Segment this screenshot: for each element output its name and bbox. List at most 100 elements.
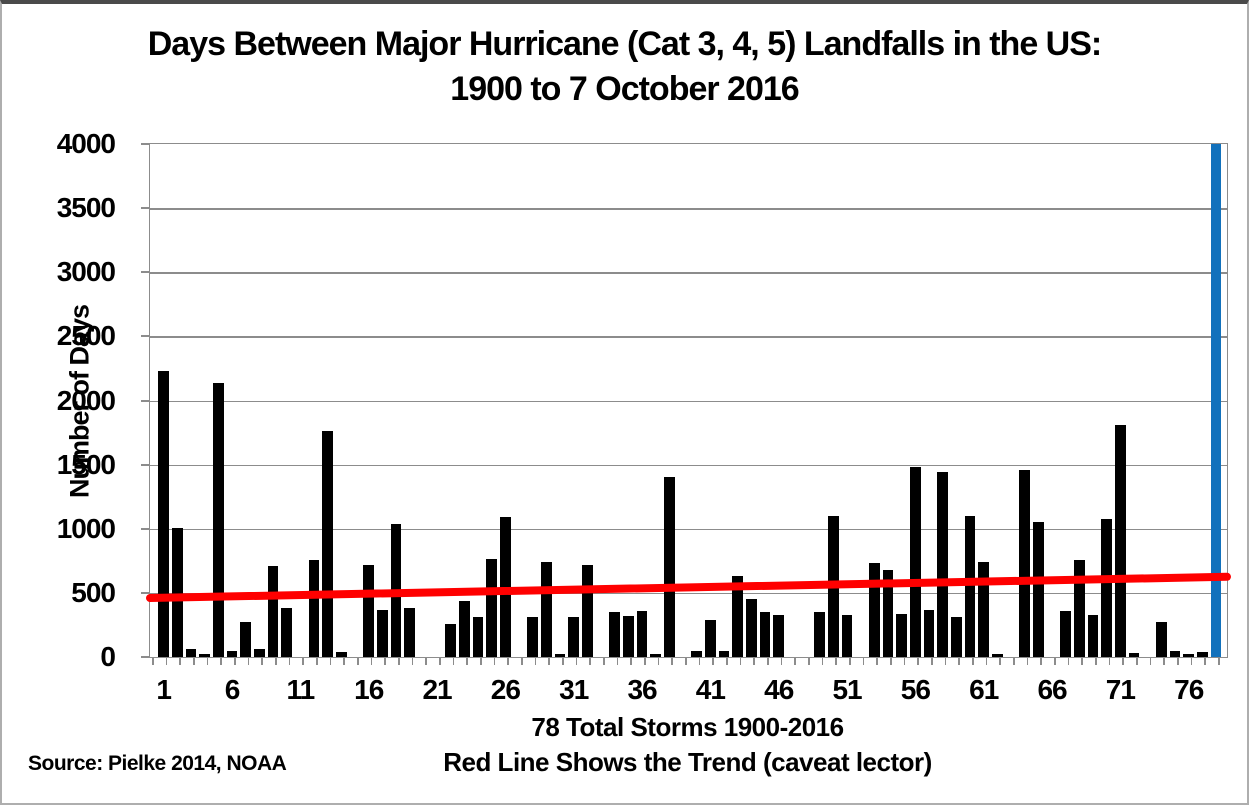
x-tick-label: 56 [900,674,931,705]
x-axis-tick [589,657,591,665]
bar-storm-19 [404,608,415,657]
bar-storm-10 [281,608,292,657]
x-axis-tick [712,657,714,665]
bar-storm-72 [1128,653,1140,657]
chart-title: Days Between Major Hurricane (Cat 3, 4, … [2,22,1247,112]
x-axis-tick [343,657,345,665]
bar-storm-64 [1019,470,1030,657]
bar-storm-22 [445,624,456,657]
x-axis-caption-line2: Red Line Shows the Trend (caveat lector) [443,747,932,777]
x-axis-tick [288,657,291,665]
x-axis-tick [958,657,960,665]
x-axis-tick [603,657,605,665]
bar-storm-59 [951,617,962,657]
x-axis-tick [1081,657,1083,665]
bar-storm-24 [472,617,484,657]
bar-storm-17 [377,610,388,657]
bar-storm-12 [308,560,320,657]
x-axis-tick [439,657,441,665]
y-tick-label: 2500 [56,320,116,352]
x-axis-tick [425,657,427,665]
bar-storm-34 [609,612,620,657]
x-tick-label: 16 [354,674,384,705]
x-axis-tick [234,657,236,665]
x-axis-tick [1163,657,1165,665]
x-axis-tick [534,657,537,665]
x-axis-tick [357,657,359,665]
bar-storm-45 [759,612,771,657]
y-axis-tick [141,271,150,274]
x-axis-tick [1122,657,1124,665]
bar-storm-31 [568,617,579,657]
x-tick-label: 11 [286,674,316,705]
bar-storm-38 [664,477,675,657]
bar-storm-7 [240,622,251,657]
bar-storm-25 [486,559,497,657]
bar-storm-77 [1197,652,1208,657]
x-axis-tick [1095,657,1097,665]
x-axis-tick [890,657,892,665]
gridline-1000 [150,528,1227,531]
bar-storm-56 [910,467,921,657]
bar-storm-3 [185,649,197,657]
y-axis-tick [141,591,150,594]
x-axis-tick [1204,657,1206,665]
x-axis-tick [466,657,468,665]
x-tick-label: 61 [969,674,999,705]
gridline-500 [150,592,1227,595]
x-axis-tick [411,657,414,665]
bar-storm-9 [267,566,279,657]
x-axis-tick [220,657,222,665]
x-tick-label: 6 [224,674,241,705]
x-tick-label: 51 [832,674,862,705]
x-axis-tick [316,657,318,665]
bar-storm-44 [746,599,757,657]
x-axis-tick [575,657,578,665]
x-axis-tick [985,657,988,665]
y-tick-label: 1500 [56,448,116,480]
x-axis-tick [630,657,632,665]
x-axis-tick [657,657,660,665]
x-axis-tick [370,657,373,665]
x-axis-tick [1040,657,1042,665]
x-axis-tick [726,657,728,665]
x-axis-tick [616,657,619,665]
y-tick-label: 3000 [56,256,116,288]
bar-storm-35 [623,616,634,657]
bar-storm-55 [896,614,907,657]
x-tick-label: 76 [1174,674,1204,705]
x-axis-tick [480,657,482,665]
highlight-bar-current-drought [1210,144,1222,657]
x-axis-tick [493,657,496,665]
x-axis-tick [1054,657,1056,665]
x-axis-tick [671,657,673,665]
x-axis-tick [521,657,523,665]
x-axis-tick [548,657,550,665]
y-tick-label: 500 [71,576,116,608]
bar-storm-4 [199,654,210,657]
bar-storm-49 [814,612,825,657]
bar-storm-76 [1183,654,1194,657]
y-tick-label: 4000 [56,128,116,159]
x-axis-tick [931,657,933,665]
x-axis-tick [972,657,974,665]
bar-storm-6 [226,651,238,657]
x-axis-tick [1190,657,1193,665]
x-axis-tick [507,657,509,665]
x-axis-tick [849,657,851,665]
bar-storm-8 [254,649,265,657]
x-axis-caption-line1: 78 Total Storms 1900-2016 [531,712,844,742]
bar-storm-2 [172,528,183,657]
x-axis-tick [999,657,1001,665]
chart-title-line1: Days Between Major Hurricane (Cat 3, 4, … [147,25,1102,63]
x-axis-tick [562,657,564,665]
bar-storm-29 [541,562,552,657]
bar-storm-13 [322,431,333,657]
bar-storm-42 [718,651,730,657]
x-axis-tick [275,657,277,665]
source-note: Source: Pielke 2014, NOAA [28,752,287,775]
x-axis-tick [685,657,687,665]
x-axis-tick [917,657,919,665]
x-axis-tick [835,657,837,665]
gridline-3000 [150,272,1227,274]
